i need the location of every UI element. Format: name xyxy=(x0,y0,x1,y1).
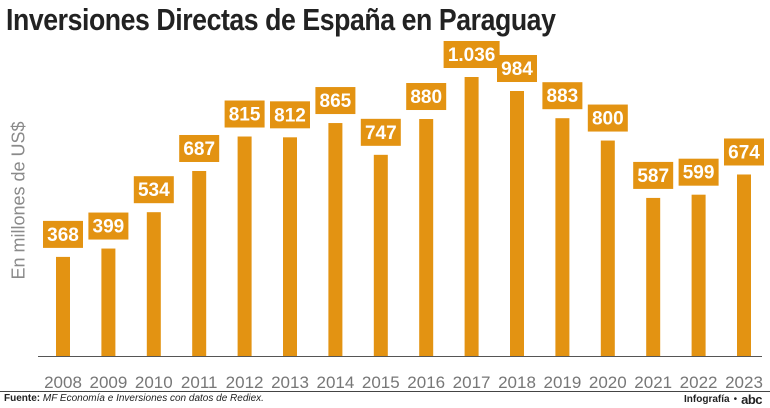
x-tick-2012: 2012 xyxy=(226,373,264,390)
bar-2009 xyxy=(101,248,116,356)
x-tick-2023: 2023 xyxy=(725,373,763,390)
value-label-box-2023 xyxy=(724,138,764,166)
value-label-2013: 812 xyxy=(274,105,306,126)
value-label-box-2015 xyxy=(360,118,401,146)
bar-2014 xyxy=(328,123,343,357)
value-label-box-2008 xyxy=(43,220,83,248)
credit-separator: • xyxy=(733,394,738,405)
footer-divider xyxy=(0,391,770,392)
bar-2013 xyxy=(283,137,297,356)
bar-2012 xyxy=(237,136,252,356)
abc-logo: abc xyxy=(741,392,762,407)
bar-2011 xyxy=(192,170,207,356)
x-tick-2019: 2019 xyxy=(543,373,581,390)
x-tick-2010: 2010 xyxy=(135,373,173,390)
value-label-2009: 399 xyxy=(93,217,125,238)
x-tick-2020: 2020 xyxy=(589,373,627,390)
bar-2023 xyxy=(737,174,751,356)
x-tick-2009: 2009 xyxy=(89,373,127,390)
x-tick-2021: 2021 xyxy=(634,373,672,390)
value-label-box-2018 xyxy=(497,55,537,83)
bar-2020 xyxy=(600,140,615,356)
bar-2015 xyxy=(373,154,388,356)
value-label-box-2010 xyxy=(133,176,174,204)
value-label-box-2021 xyxy=(633,161,674,189)
value-label-2014: 865 xyxy=(320,91,352,112)
value-label-2016: 880 xyxy=(410,87,442,108)
value-label-box-2022 xyxy=(678,158,719,186)
value-label-2023: 674 xyxy=(728,142,760,163)
source-note: Fuente: MF Economía e Inversiones con da… xyxy=(4,393,264,404)
value-label-box-2011 xyxy=(179,134,220,162)
value-label-box-2017 xyxy=(443,41,500,68)
value-label-box-2016 xyxy=(406,83,447,111)
x-tick-2011: 2011 xyxy=(181,373,218,390)
value-label-2020: 800 xyxy=(592,109,624,130)
bar-2017 xyxy=(464,77,479,356)
x-tick-2014: 2014 xyxy=(316,373,354,390)
bar-2018 xyxy=(510,91,524,357)
x-tick-2013: 2013 xyxy=(271,373,309,390)
bar-2022 xyxy=(691,194,706,356)
value-label-2008: 368 xyxy=(47,225,79,246)
value-label-box-2013 xyxy=(270,101,310,129)
x-tick-2017: 2017 xyxy=(453,373,491,390)
value-label-box-2014 xyxy=(315,87,356,115)
credit-label: Infografía xyxy=(684,394,730,405)
value-label-2019: 883 xyxy=(547,86,579,107)
source-label: Fuente: xyxy=(4,393,41,404)
value-label-2017: 1.036 xyxy=(448,45,496,66)
bar-2019 xyxy=(555,118,570,356)
value-label-2018: 984 xyxy=(501,59,533,80)
value-label-box-2012 xyxy=(224,100,265,128)
x-tick-2018: 2018 xyxy=(498,373,536,390)
value-label-2021: 587 xyxy=(637,166,669,187)
bar-2016 xyxy=(419,119,434,356)
value-label-box-2019 xyxy=(542,82,583,110)
source-text: MF Economía e Inversiones con datos de R… xyxy=(42,393,264,404)
value-label-2010: 534 xyxy=(138,180,170,201)
chart-title: Inversiones Directas de España en Paragu… xyxy=(6,2,556,37)
value-label-2012: 815 xyxy=(229,105,261,126)
bar-2010 xyxy=(146,212,161,356)
value-label-box-2020 xyxy=(587,104,628,132)
value-label-box-2009 xyxy=(88,212,129,240)
value-label-2011: 687 xyxy=(183,139,215,160)
value-label-2015: 747 xyxy=(365,123,397,144)
bar-2021 xyxy=(646,197,661,356)
credit: Infografía • abc xyxy=(684,392,762,407)
bar-2008 xyxy=(56,256,70,356)
x-tick-2015: 2015 xyxy=(362,373,400,390)
value-label-2022: 599 xyxy=(683,163,715,184)
x-tick-2022: 2022 xyxy=(680,373,718,390)
bar-chart: 368 2008 399 2009 534 2010 687 2011 815 2012 812 20… xyxy=(38,41,764,390)
x-tick-2008: 2008 xyxy=(44,373,82,390)
x-tick-2016: 2016 xyxy=(407,373,445,390)
